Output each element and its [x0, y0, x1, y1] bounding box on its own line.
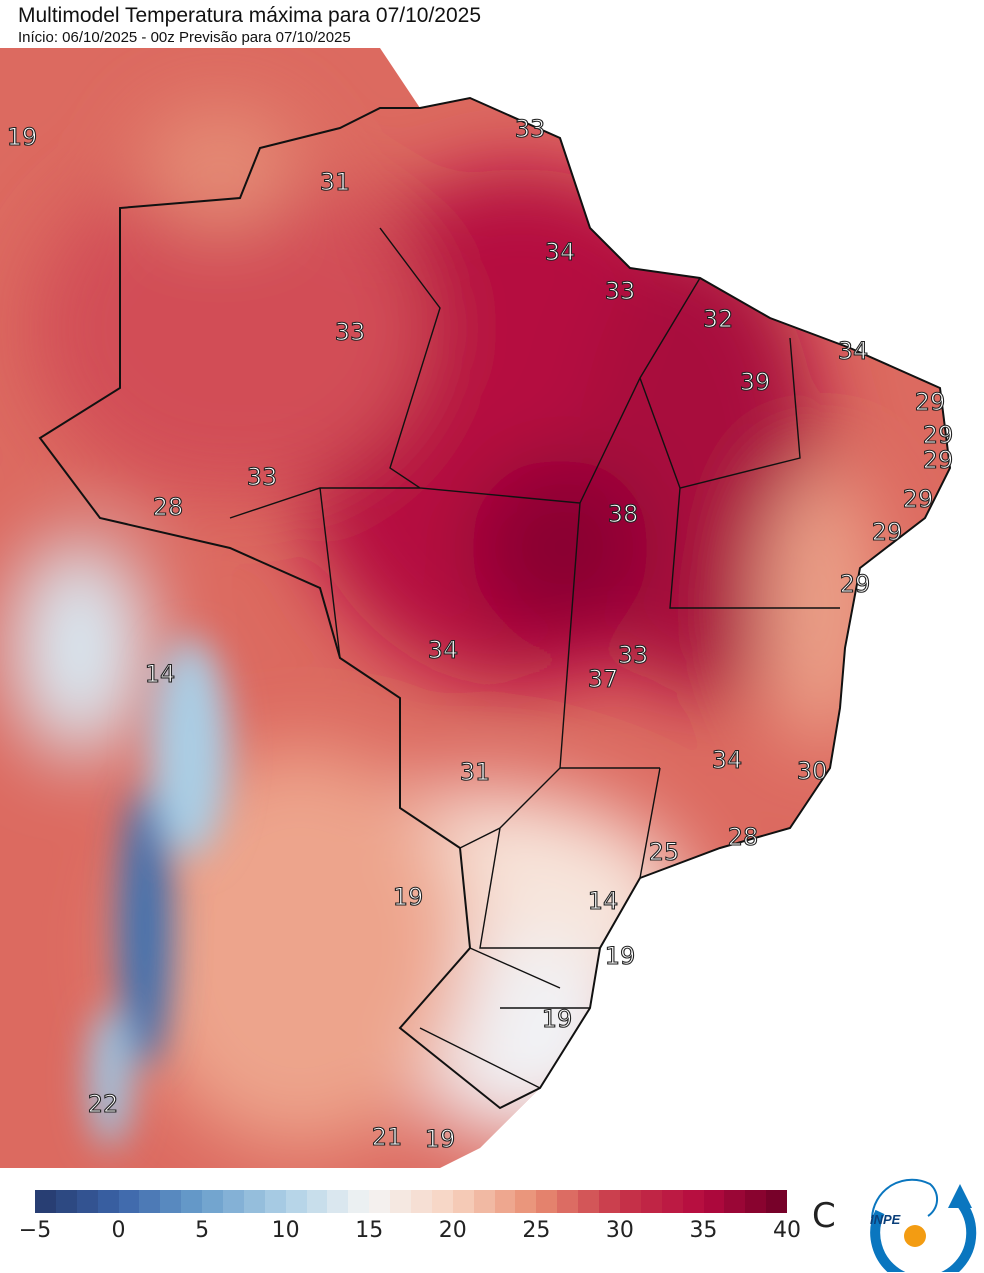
colorbar-tick-label: 25 [522, 1218, 551, 1243]
colorbar-swatch [578, 1190, 600, 1213]
colorbar-swatch [411, 1190, 432, 1213]
colorbar-tick-label: −5 [18, 1218, 52, 1243]
contour-label-maranhao-coast: 33 [605, 277, 636, 305]
contour-label-paraguay: 19 [393, 883, 424, 911]
colorbar-swatch [452, 1190, 474, 1213]
colorbar-swatch [599, 1190, 620, 1213]
colorbar-swatch [494, 1190, 516, 1213]
colorbar-tick-label: 30 [605, 1218, 634, 1243]
colorbar-unit: C [812, 1196, 836, 1236]
contour-label-espirito-santo: 30 [797, 757, 828, 785]
colorbar-swatch [661, 1190, 683, 1213]
contour-label-tocantins: 38 [608, 500, 639, 528]
colorbar-swatch [536, 1190, 558, 1213]
colorbar-swatch [327, 1190, 349, 1213]
contour-label-bahia-south-coast: 29 [840, 570, 871, 598]
contour-label-pernambuco-coast: 29 [923, 421, 954, 449]
contour-label-rio-grande-do-norte: 34 [838, 337, 869, 365]
contour-label-paraiba-coast: 29 [915, 388, 946, 416]
inpe-logo: INPE [870, 1178, 977, 1272]
colorbar-swatch [515, 1190, 537, 1213]
contour-label-goias: 37 [588, 665, 619, 693]
colorbar-swatch [703, 1190, 725, 1213]
contour-label-argentina: 21 [372, 1123, 403, 1151]
contour-label-sao-paulo-coast: 25 [649, 838, 680, 866]
colorbar-swatch [264, 1190, 286, 1213]
contour-label-goias-east: 33 [618, 641, 649, 669]
contour-label-ceara-west: 32 [703, 305, 734, 333]
svg-text:INPE: INPE [870, 1212, 901, 1227]
colorbar-swatch [76, 1190, 98, 1213]
colorbar-swatch [35, 1190, 56, 1213]
contour-label-santa-catarina: 19 [605, 942, 636, 970]
colorbar-swatch [118, 1190, 140, 1213]
colorbar-tick-label: 35 [689, 1218, 718, 1243]
colorbar-swatch [369, 1190, 391, 1213]
colorbar-swatch [766, 1190, 788, 1213]
contour-label-chile: 22 [88, 1090, 119, 1118]
contour-label-alagoas-coast: 29 [923, 446, 954, 474]
colorbar-swatch [745, 1190, 767, 1213]
colorbar-tick-label: 0 [111, 1218, 126, 1243]
colorbar-swatch [139, 1190, 161, 1213]
contour-label-amapa: 33 [515, 115, 546, 143]
contour-label-amazonas: 33 [335, 318, 366, 346]
colorbar-tick-label: 5 [195, 1218, 210, 1243]
contour-label-rio-grande-do-sul: 19 [542, 1005, 573, 1033]
colorbar-swatch [55, 1190, 77, 1213]
colorbar-swatch [619, 1190, 641, 1213]
colorbar-swatch [97, 1190, 119, 1213]
colorbar-tick-label: 15 [355, 1218, 384, 1243]
contour-label-para-coast: 34 [545, 238, 576, 266]
colorbar-swatch [160, 1190, 182, 1213]
colorbar-swatch [640, 1190, 662, 1213]
colorbar-tick-label: 40 [773, 1218, 801, 1243]
contour-label-roraima: 31 [320, 168, 351, 196]
contour-label-northwest-colombia: 19 [7, 123, 38, 151]
colorbar-swatch [223, 1190, 244, 1213]
colorbar-swatch [682, 1190, 704, 1213]
colorbar-swatch [431, 1190, 453, 1213]
contour-label-uruguay: 19 [425, 1125, 456, 1153]
contour-label-acre-rondonia: 33 [247, 463, 278, 491]
contour-label-rio-de-janeiro: 28 [728, 823, 759, 851]
contour-label-peru-andes: 14 [145, 660, 176, 688]
contour-label-mato-grosso-do-sul: 31 [460, 758, 491, 786]
contour-label-minas-gerais: 34 [712, 746, 743, 774]
colorbar-swatch [724, 1190, 746, 1213]
colorbar-swatch [181, 1190, 203, 1213]
contour-label-sergipe-coast: 29 [903, 485, 934, 513]
colorbar-tick-label: 10 [271, 1218, 300, 1243]
contour-label-mato-grosso: 34 [428, 636, 459, 664]
colorbar-swatch [473, 1190, 495, 1213]
forecast-subtitle: Início: 06/10/2025 - 00z Previsão para 0… [18, 29, 351, 46]
state-borders [229, 227, 840, 1089]
contour-label-acre: 28 [153, 493, 184, 521]
page-title: Multimodel Temperatura máxima para 07/10… [18, 4, 482, 27]
contour-label-piaui: 39 [740, 368, 771, 396]
colorbar-swatch [243, 1190, 265, 1213]
colorbar-swatch [202, 1190, 224, 1213]
colorbar-swatch [390, 1190, 412, 1213]
colorbar-swatch [306, 1190, 328, 1213]
contour-label-parana: 14 [588, 887, 619, 915]
colorbar-swatch [557, 1190, 579, 1213]
contour-label-bahia-coast: 29 [872, 518, 903, 546]
colorbar [35, 1190, 788, 1213]
colorbar-swatch [348, 1190, 370, 1213]
colorbar-tick-label: 20 [438, 1218, 467, 1243]
colorbar-swatch [285, 1190, 307, 1213]
